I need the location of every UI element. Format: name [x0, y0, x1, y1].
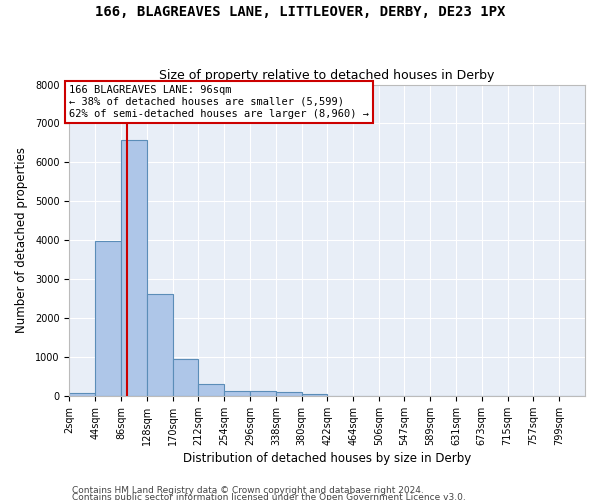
Bar [95, 241, 121, 396]
Bar [121, 140, 147, 396]
Bar [224, 391, 250, 396]
Text: 166, BLAGREAVES LANE, LITTLEOVER, DERBY, DE23 1PX: 166, BLAGREAVES LANE, LITTLEOVER, DERBY,… [95, 5, 505, 19]
Bar [147, 294, 173, 396]
X-axis label: Distribution of detached houses by size in Derby: Distribution of detached houses by size … [183, 452, 471, 465]
Title: Size of property relative to detached houses in Derby: Size of property relative to detached ho… [160, 69, 495, 82]
Text: 166 BLAGREAVES LANE: 96sqm
← 38% of detached houses are smaller (5,599)
62% of s: 166 BLAGREAVES LANE: 96sqm ← 38% of deta… [69, 86, 369, 118]
Text: Contains HM Land Registry data © Crown copyright and database right 2024.: Contains HM Land Registry data © Crown c… [72, 486, 424, 495]
Bar [302, 394, 328, 396]
Bar [69, 393, 95, 396]
Bar [199, 384, 224, 396]
Bar [173, 359, 199, 396]
Bar [250, 391, 276, 396]
Text: Contains public sector information licensed under the Open Government Licence v3: Contains public sector information licen… [72, 494, 466, 500]
Y-axis label: Number of detached properties: Number of detached properties [15, 147, 28, 333]
Bar [276, 392, 302, 396]
